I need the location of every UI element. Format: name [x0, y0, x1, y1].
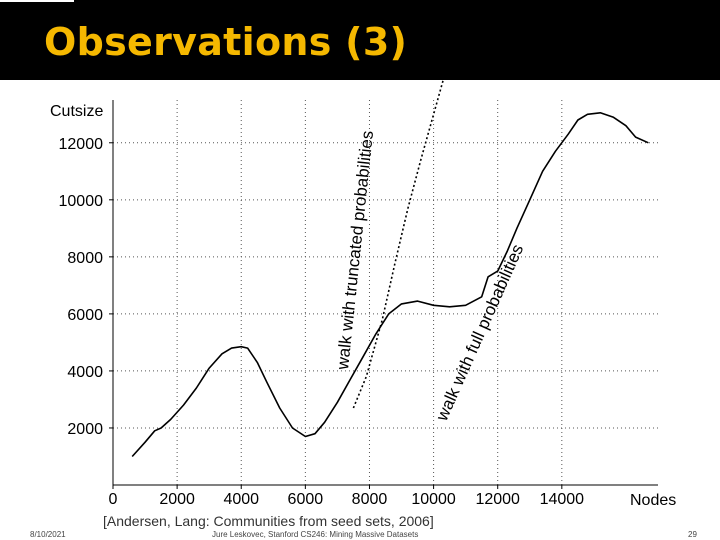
footer-page-number: 29 [688, 530, 697, 539]
y-axis-title: Cutsize [50, 103, 103, 120]
y-tick-label: 2000 [67, 421, 103, 438]
x-tick-label: 14000 [540, 491, 585, 508]
footer-course: Jure Leskovec, Stanford CS246: Mining Ma… [212, 530, 419, 539]
citation-text: [Andersen, Lang: Communities from seed s… [103, 513, 434, 529]
y-tick-label: 12000 [59, 136, 104, 153]
series-line-truncated-walk [352, 80, 444, 409]
x-tick-label: 4000 [223, 491, 259, 508]
title-accent-line [0, 0, 74, 2]
y-tick-label: 4000 [67, 364, 103, 381]
annotation-truncated-walk: walk with truncated probabilities [333, 130, 377, 372]
x-tick-label: 8000 [352, 491, 388, 508]
y-tick-label: 6000 [67, 307, 103, 324]
x-tick-label: 12000 [475, 491, 520, 508]
series-line-full-walk [131, 111, 649, 458]
y-tick-label: 8000 [67, 250, 103, 267]
slide-title: Observations (3) [44, 20, 408, 64]
chart-series [131, 80, 649, 458]
x-axis-title: Nodes [630, 492, 676, 509]
line-chart: 2000 4000 6000 8000 10000 12000 0 2000 4000 6000 8… [50, 80, 676, 509]
x-tick-label: 2000 [159, 491, 195, 508]
footer-date: 8/10/2021 [30, 530, 66, 539]
annotation-full-walk: walk with full probabilities [432, 242, 527, 425]
chart-axes: 2000 4000 6000 8000 10000 12000 0 2000 4000 6000 8… [59, 100, 658, 508]
x-tick-label: 0 [109, 491, 118, 508]
x-tick-label: 10000 [411, 491, 456, 508]
chart-grid [113, 100, 658, 485]
title-bar: Observations (3) [0, 0, 720, 80]
x-tick-label: 6000 [288, 491, 324, 508]
y-tick-label: 10000 [59, 193, 104, 210]
